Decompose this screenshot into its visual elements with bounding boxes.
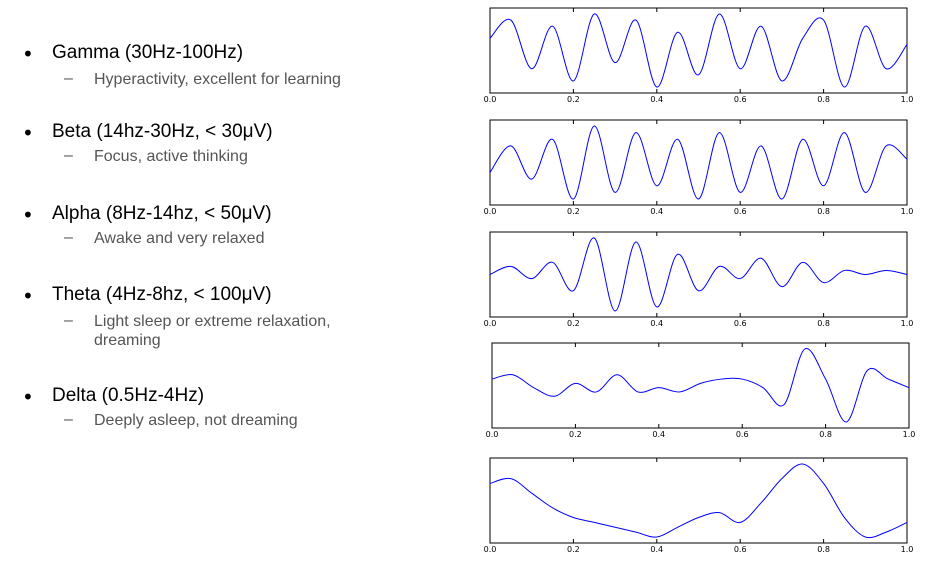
band-desc-beta: Focus, active thinking [94,148,248,165]
band-desc-theta: Light sleep or extreme relaxation, dream… [94,313,331,349]
plot-frame [489,7,908,94]
band-title-beta: Beta (14hz-30Hz, < 30μV) [52,121,273,142]
series-line [489,13,908,88]
band-list: • Gamma (30Hz-100Hz) – Hyperactivity, ex… [22,42,341,429]
band-desc-alpha: Awake and very relaxed [94,230,265,247]
x-tick-label: 1.0 [901,319,914,328]
x-tick-label: 0.8 [817,319,830,328]
x-tick-label: 0.6 [736,430,749,439]
x-tick-label: 0.8 [819,430,832,439]
x-tick-label: 0.6 [734,95,747,104]
x-tick-label: 0.6 [734,545,747,554]
x-tick-label: 0.4 [650,207,663,216]
plot-frame [491,342,910,429]
x-tick-label: 0.0 [484,319,497,328]
series-line [489,125,908,200]
bullet-icon: • [22,284,34,308]
x-tick-label: 0.2 [569,430,582,439]
x-tick-label: 1.0 [901,207,914,216]
dash-icon: – [64,229,73,246]
dash-icon: – [64,147,73,164]
band-title-alpha: Alpha (8Hz-14hz, < 50μV) [52,203,272,224]
x-tick-label: 0.4 [652,430,665,439]
x-tick-label: 0.2 [567,95,580,104]
band-title-delta: Delta (0.5Hz-4Hz) [52,385,205,406]
bullet-icon: • [22,203,34,227]
bullet-icon: • [22,121,34,145]
x-tick-label: 0.4 [650,95,663,104]
plot-frame [489,119,908,206]
dash-icon: – [64,70,73,87]
x-tick-label: 0.8 [817,545,830,554]
bullet-icon: • [22,385,34,409]
plot-frame [489,231,908,318]
dash-icon: – [64,411,73,428]
x-tick-label: 1.0 [901,95,914,104]
x-tick-label: 0.6 [734,207,747,216]
x-tick-label: 0.4 [650,319,663,328]
x-tick-label: 0.0 [484,207,497,216]
series-line [491,348,910,423]
band-title-theta: Theta (4Hz-8hz, < 100μV) [52,284,272,305]
x-tick-label: 0.2 [567,319,580,328]
x-tick-label: 0.8 [817,95,830,104]
x-tick-label: 0.4 [650,545,663,554]
bullet-icon: • [22,42,34,66]
band-title-gamma: Gamma (30Hz-100Hz) [52,42,244,63]
x-tick-label: 0.0 [484,545,497,554]
x-tick-label: 0.0 [486,430,499,439]
x-tick-label: 0.2 [567,207,580,216]
band-desc-delta: Deeply asleep, not dreaming [94,412,298,429]
x-tick-label: 0.6 [734,319,747,328]
x-tick-label: 1.0 [903,430,916,439]
x-tick-label: 0.8 [817,207,830,216]
series-line [489,237,908,312]
dash-icon: – [64,312,73,329]
series-line [489,463,908,539]
plot-frame [489,457,908,544]
x-tick-label: 0.2 [567,545,580,554]
band-desc-gamma: Hyperactivity, excellent for learning [94,71,341,88]
x-tick-label: 1.0 [901,545,914,554]
x-tick-label: 0.0 [484,95,497,104]
